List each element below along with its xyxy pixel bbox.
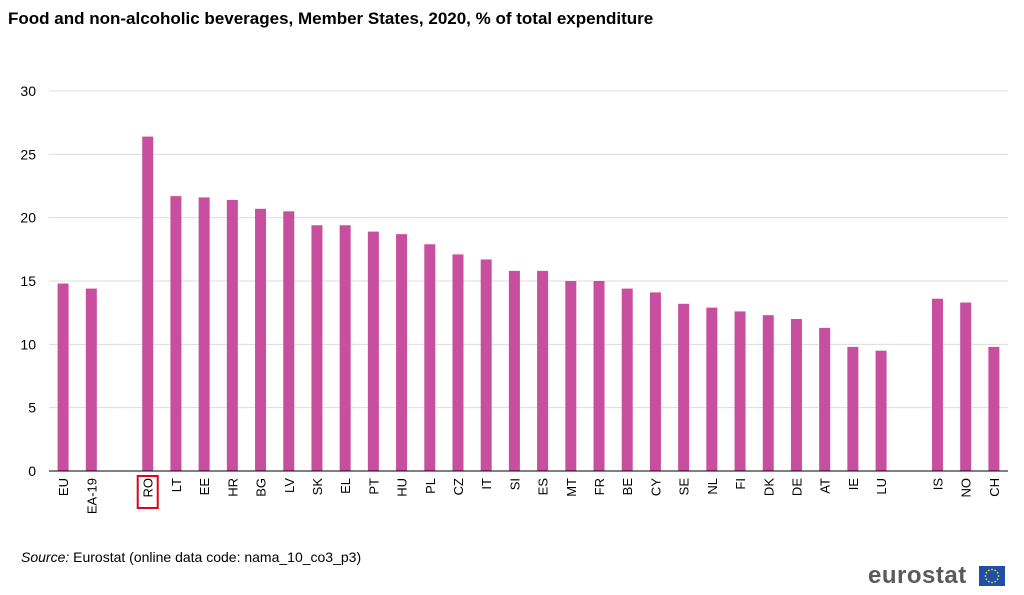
x-tick-label: CY [648,478,663,496]
source-text: Eurostat (online data code: nama_10_co3_… [69,549,362,565]
grid-lines [49,90,1008,409]
x-tick-label: SK [310,478,325,496]
bar-nl [706,307,718,471]
bar-pt [367,231,379,471]
flag-star [994,569,997,572]
x-tick-label: LU [874,478,889,495]
flag-star [987,580,990,583]
bar-es [537,270,549,471]
x-tick-label: BE [620,478,635,496]
x-tick-label: LV [282,478,297,493]
x-axis-ticks: EU EA-19 RO LT EE HR BG LV SK EL PT HU PL CZ IT SI ES MT F… [56,475,1002,514]
flag-star [996,571,999,574]
eu-flag-icon [979,566,1005,586]
source-note: Source: Eurostat (online data code: nama… [21,549,361,565]
bar-ro [142,136,154,471]
bar-lv [283,211,295,472]
x-tick-label: HU [395,478,410,497]
bar-de [790,319,802,471]
x-tick-label: SI [507,478,522,490]
flag-star [987,569,990,572]
x-tick-label: FR [592,478,607,495]
y-tick-label: 0 [28,463,36,479]
bar-hu [396,234,408,471]
flag-star [985,571,988,574]
bar-fr [593,281,605,471]
bar-at [819,327,831,471]
bar-ch [988,346,1000,471]
flag-star [991,581,993,584]
x-tick-label: FI [733,478,748,490]
bar-it [480,259,492,471]
bar-hr [226,199,238,471]
flag-star [996,578,999,581]
highlight-box [136,475,159,509]
flag-star [984,575,987,577]
x-tick-label: HR [225,478,240,497]
bar-ea-19 [85,288,97,471]
x-tick-label: IT [479,478,494,490]
x-tick-label: BG [254,478,269,497]
flag-star [985,578,988,581]
y-tick-label: 30 [20,83,36,99]
x-tick-label: PL [423,478,438,494]
bar-el [339,225,351,471]
x-tick-label: IE [846,478,861,491]
bar-dk [762,315,774,471]
bar-sk [311,225,323,471]
y-tick-label: 10 [20,336,36,352]
bar-cy [649,292,661,471]
flag-star [994,580,997,583]
y-tick-label: 15 [20,273,36,289]
flag-star [997,575,1000,577]
x-tick-label: IS [930,478,945,491]
x-tick-label: EA-19 [84,478,99,514]
bar-pl [424,244,436,471]
flag-star [991,568,993,571]
bar-lt [170,196,182,471]
y-tick-label: 20 [20,210,36,226]
bar-ee [198,197,210,471]
x-tick-label: EE [197,478,212,496]
x-tick-label: DE [789,478,804,496]
x-tick-label: RO [141,478,156,498]
y-tick-label: 5 [28,400,36,416]
bar-is [931,298,943,471]
x-tick-label: SE [677,478,692,496]
bar-cz [452,254,464,471]
x-tick-label: ES [536,478,551,496]
x-tick-label: NO [959,478,974,498]
bar-be [621,288,633,471]
source-label: Source: [21,549,70,565]
chart-title: Food and non-alcoholic beverages, Member… [8,9,654,28]
bar-eu [57,283,69,471]
bar-ie [847,346,859,471]
bar-mt [565,281,577,471]
x-tick-label: LT [169,478,184,492]
y-axis-ticks: 0 5 10 15 20 25 30 [20,83,36,479]
bar-fi [734,311,746,471]
x-tick-label: EL [338,478,353,494]
x-tick-label: EU [56,478,71,496]
x-tick-label: CH [987,478,1002,497]
x-tick-label: AT [818,478,833,494]
x-tick-label: PT [366,478,381,495]
brand-name: eurostat [868,562,967,589]
y-tick-label: 25 [20,146,36,162]
bars [57,136,1000,472]
x-tick-label: MT [564,478,579,497]
bar-lu [875,350,887,471]
bar-no [960,302,972,471]
x-tick-label: NL [705,478,720,495]
bar-bg [255,208,267,472]
x-tick-label: CZ [451,478,466,495]
bar-si [508,270,520,471]
x-tick-label: DK [761,478,776,496]
bar-se [678,303,690,471]
